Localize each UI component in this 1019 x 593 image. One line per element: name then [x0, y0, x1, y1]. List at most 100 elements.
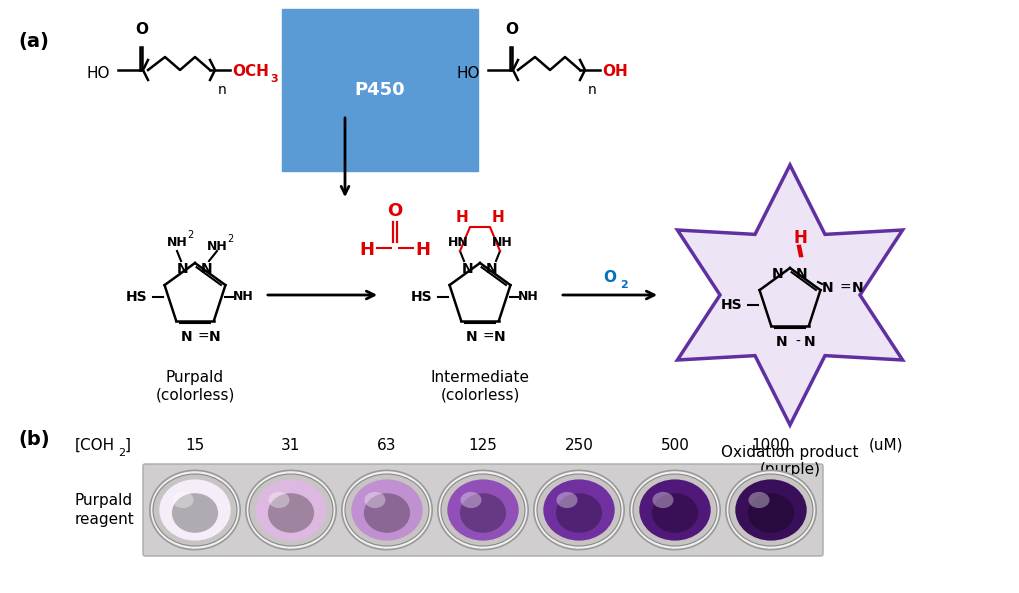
Text: 2: 2: [227, 234, 233, 244]
Text: (colorless): (colorless): [440, 387, 520, 402]
Text: =: =: [482, 330, 494, 344]
Text: O: O: [387, 202, 403, 220]
Text: NH: NH: [167, 237, 187, 250]
Text: NH: NH: [491, 237, 513, 250]
Ellipse shape: [534, 470, 625, 550]
Text: N: N: [494, 330, 505, 344]
Text: H: H: [416, 241, 430, 259]
Text: 500: 500: [660, 438, 690, 452]
Text: n: n: [588, 83, 597, 97]
Ellipse shape: [652, 492, 674, 508]
Ellipse shape: [729, 474, 813, 546]
Text: N: N: [177, 262, 189, 276]
Text: HS: HS: [126, 290, 148, 304]
Text: 2: 2: [118, 448, 125, 458]
Text: Purpald: Purpald: [166, 370, 224, 385]
Ellipse shape: [556, 493, 602, 533]
Text: NH: NH: [232, 291, 254, 304]
Text: Oxidation product: Oxidation product: [721, 445, 859, 460]
Text: N: N: [796, 267, 808, 281]
Text: O: O: [505, 22, 519, 37]
Text: N: N: [772, 267, 784, 281]
Ellipse shape: [172, 492, 194, 508]
Ellipse shape: [633, 474, 717, 546]
Ellipse shape: [460, 493, 506, 533]
Text: H: H: [455, 209, 469, 225]
Ellipse shape: [441, 474, 525, 546]
Text: HN: HN: [447, 237, 469, 250]
Text: N: N: [466, 330, 478, 344]
Ellipse shape: [639, 479, 710, 541]
Text: 2: 2: [187, 230, 194, 240]
Text: 250: 250: [565, 438, 593, 452]
Ellipse shape: [345, 474, 429, 546]
Text: HS: HS: [721, 298, 743, 312]
Text: 31: 31: [281, 438, 301, 452]
Text: NH: NH: [518, 291, 538, 304]
Text: (b): (b): [18, 430, 50, 449]
Text: -: -: [796, 335, 801, 349]
Text: H: H: [360, 241, 375, 259]
Ellipse shape: [268, 492, 289, 508]
Text: =: =: [198, 330, 209, 344]
Ellipse shape: [268, 493, 314, 533]
Text: NH: NH: [207, 241, 227, 253]
Text: [COH: [COH: [75, 438, 115, 452]
Text: N: N: [822, 281, 834, 295]
Text: (a): (a): [18, 32, 49, 51]
Ellipse shape: [246, 470, 336, 550]
Text: H: H: [793, 229, 807, 247]
Ellipse shape: [341, 470, 432, 550]
Text: OCH: OCH: [232, 63, 269, 78]
Text: 3: 3: [270, 74, 277, 84]
Ellipse shape: [652, 493, 698, 533]
Text: P450: P450: [355, 81, 406, 99]
Text: N: N: [209, 330, 221, 344]
Text: N: N: [463, 262, 474, 276]
Ellipse shape: [364, 493, 410, 533]
Text: Purpald
reagent: Purpald reagent: [75, 493, 135, 527]
Ellipse shape: [726, 470, 816, 550]
Text: H: H: [491, 209, 504, 225]
Ellipse shape: [748, 493, 794, 533]
Ellipse shape: [556, 492, 578, 508]
Text: N: N: [201, 262, 213, 276]
Ellipse shape: [537, 474, 621, 546]
Ellipse shape: [543, 479, 614, 541]
Text: 1000: 1000: [752, 438, 791, 452]
Ellipse shape: [249, 474, 333, 546]
Text: 2: 2: [620, 280, 628, 290]
Text: HO: HO: [457, 65, 480, 81]
Text: N: N: [776, 335, 788, 349]
Polygon shape: [678, 165, 903, 425]
Ellipse shape: [461, 492, 482, 508]
Text: N: N: [181, 330, 193, 344]
Text: 125: 125: [469, 438, 497, 452]
Text: HS: HS: [412, 290, 433, 304]
Ellipse shape: [630, 470, 720, 550]
Text: (colorless): (colorless): [155, 387, 234, 402]
Text: OH: OH: [602, 63, 628, 78]
Text: HO: HO: [87, 65, 110, 81]
Text: ]: ]: [125, 438, 131, 452]
Text: 15: 15: [185, 438, 205, 452]
Ellipse shape: [365, 492, 385, 508]
Text: 63: 63: [377, 438, 396, 452]
Ellipse shape: [352, 479, 423, 541]
Ellipse shape: [749, 492, 769, 508]
Text: N: N: [486, 262, 498, 276]
Text: (uM): (uM): [869, 438, 904, 452]
Ellipse shape: [447, 479, 519, 541]
Ellipse shape: [736, 479, 807, 541]
Ellipse shape: [438, 470, 528, 550]
Ellipse shape: [153, 474, 237, 546]
Text: =: =: [840, 281, 851, 295]
FancyBboxPatch shape: [143, 464, 823, 556]
Ellipse shape: [172, 493, 218, 533]
Text: N: N: [852, 281, 864, 295]
Text: (purple): (purple): [759, 462, 820, 477]
Text: O: O: [603, 270, 616, 285]
Text: Intermediate: Intermediate: [430, 370, 530, 385]
Text: N: N: [804, 335, 816, 349]
Text: n: n: [218, 83, 227, 97]
